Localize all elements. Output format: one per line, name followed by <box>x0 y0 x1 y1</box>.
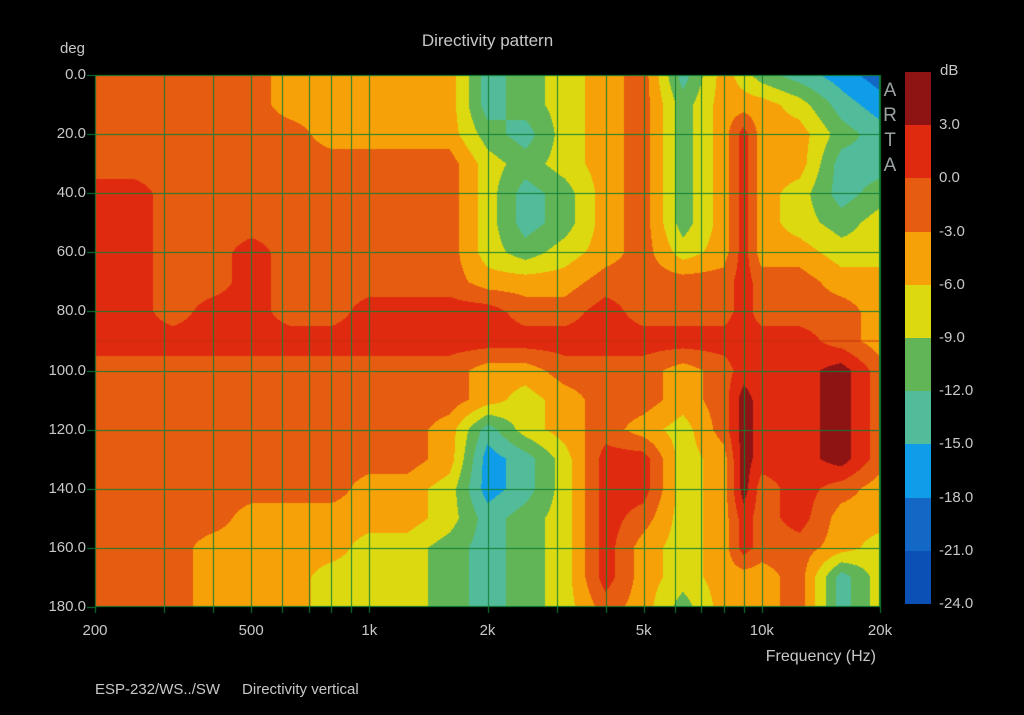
y-tick-label: 140.0 <box>48 479 86 497</box>
colorbar-tick-label: -9.0 <box>939 329 965 346</box>
colorbar-segment <box>905 72 931 126</box>
colorbar-tick-label: -15.0 <box>939 435 974 453</box>
y-tick-label: 80.0 <box>56 302 86 320</box>
x-tick-label: 500 <box>238 622 264 639</box>
x-tick-label: 1k <box>361 622 378 639</box>
colorbar-segment <box>905 550 931 605</box>
colorbar-tick-label: -3.0 <box>939 222 965 240</box>
x-tick-label: 2k <box>479 622 496 639</box>
footer-caption: ESP-232/WS../SW Directivity vertical <box>95 681 795 699</box>
footer-device-label: ESP-232/WS../SW <box>95 681 221 698</box>
x-tick-label: 20k <box>867 622 893 639</box>
colorbar-unit-label: dB <box>940 62 959 79</box>
y-axis-unit-label: deg <box>59 40 85 57</box>
colorbar-tick-label: 0.0 <box>939 169 960 187</box>
y-tick-label: 100.0 <box>48 361 86 379</box>
chart-title: Directivity pattern <box>421 31 554 50</box>
y-tick-label: 40.0 <box>56 184 86 202</box>
colorbar-segment <box>905 444 931 498</box>
colorbar-segment <box>905 338 931 392</box>
y-tick-label: 160.0 <box>48 538 86 556</box>
db-colorbar <box>905 72 931 605</box>
arta-watermark: A R T A <box>883 80 897 176</box>
footer-note-label: Directivity vertical <box>242 681 359 698</box>
x-axis-title: Frequency (Hz) <box>765 648 876 665</box>
x-tick-label: 200 <box>82 622 108 639</box>
x-tick-label: 5k <box>635 622 652 639</box>
colorbar-segment <box>905 125 931 179</box>
y-tick-label: 180.0 <box>48 598 86 615</box>
y-tick-label: 60.0 <box>56 243 86 261</box>
y-tick-label: 0.0 <box>65 66 86 83</box>
colorbar-tick-label: -12.0 <box>939 382 974 400</box>
colorbar-segment <box>905 231 931 285</box>
colorbar-tick-label: -6.0 <box>939 275 965 293</box>
colorbar-tick-label: -24.0 <box>939 595 974 612</box>
colorbar-tick-label: 3.0 <box>939 116 960 134</box>
colorbar-segment <box>905 497 931 551</box>
colorbar-segment <box>905 178 931 232</box>
colorbar-segment <box>905 284 931 339</box>
y-tick-label: 20.0 <box>56 125 86 143</box>
y-tick-label: 120.0 <box>48 420 86 438</box>
colorbar-segment <box>905 391 931 445</box>
colorbar-tick-label: -18.0 <box>939 488 974 506</box>
colorbar-tick-label: -21.0 <box>939 541 974 559</box>
x-tick-label: 10k <box>749 622 774 639</box>
